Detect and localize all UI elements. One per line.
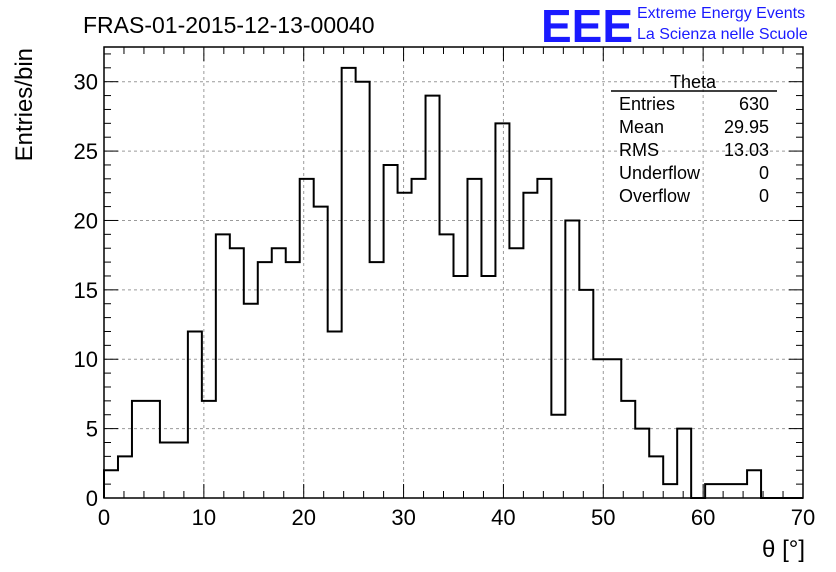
y-tick-label: 10 [74, 347, 98, 372]
stats-row-label: Underflow [619, 163, 701, 183]
chart-title: FRAS-01-2015-12-13-00040 [83, 12, 375, 38]
stats-row-label: RMS [619, 140, 659, 160]
y-tick-label: 20 [74, 208, 98, 233]
stats-row-value: 0 [759, 163, 769, 183]
y-tick-label: 25 [74, 139, 98, 164]
x-tick-label: 10 [192, 505, 216, 530]
histogram-outline [103, 66, 803, 499]
x-tick-labels: 0 10 20 30 40 50 60 70 [98, 505, 815, 530]
x-tick-label: 20 [291, 505, 315, 530]
y-axis-label: Entries/bin [11, 48, 38, 161]
x-tick-label: 40 [491, 505, 515, 530]
stats-row-label: Entries [619, 94, 675, 114]
y-tick-label: 30 [74, 70, 98, 95]
stats-box: Theta Entries 630 Mean 29.95 RMS 13.03 Underfl… [611, 72, 777, 206]
stats-row-value: 13.03 [724, 140, 769, 160]
y-tick-labels: 0 5 10 15 20 25 30 [74, 70, 98, 511]
logo-line-2: La Scienza nelle Scuole [637, 26, 808, 43]
stats-box-name: Theta [670, 72, 717, 92]
y-tick-label: 0 [86, 486, 98, 511]
axis-ticks [103, 47, 804, 499]
x-axis-label: θ [°] [762, 536, 805, 563]
stats-row-label: Overflow [619, 186, 691, 206]
stats-row-value: 0 [759, 186, 769, 206]
y-tick-label: 15 [74, 278, 98, 303]
stats-row-value: 630 [739, 94, 769, 114]
y-tick-label: 5 [86, 417, 98, 442]
eee-logo: EEE [541, 0, 633, 52]
x-tick-label: 30 [391, 505, 415, 530]
stats-row-label: Mean [619, 117, 664, 137]
x-tick-label: 60 [691, 505, 715, 530]
x-tick-label: 70 [791, 505, 815, 530]
stats-row-value: 29.95 [724, 117, 769, 137]
plot-frame [103, 46, 804, 499]
x-tick-label: 50 [591, 505, 615, 530]
x-tick-label: 0 [98, 505, 110, 530]
logo-line-1: Extreme Energy Events [637, 5, 805, 22]
